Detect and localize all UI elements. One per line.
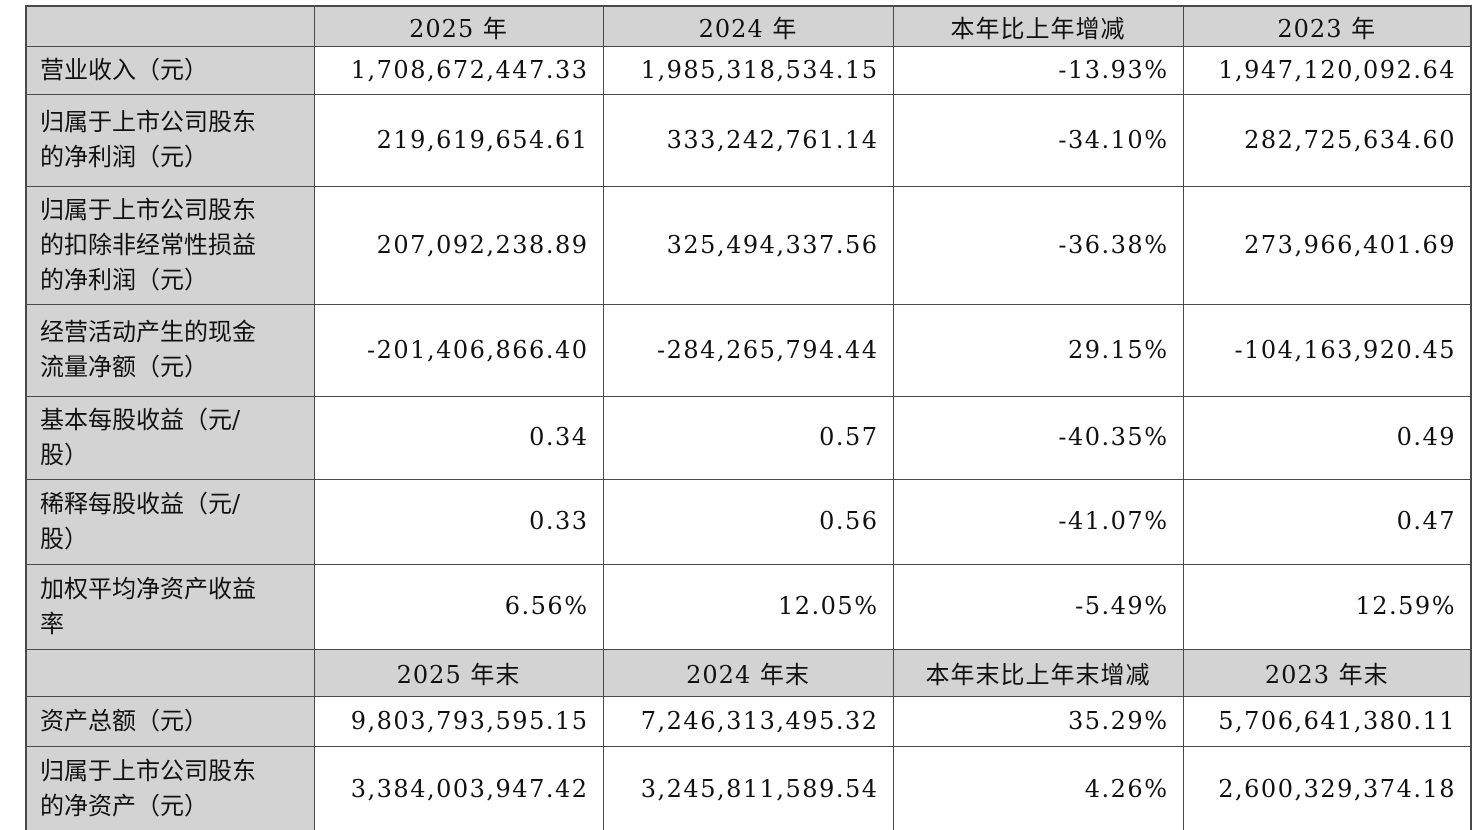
value-2025: 0.34 (313, 395, 604, 480)
header-2023-end: 2023 年末 (1182, 648, 1472, 697)
table-row-basic-eps: 基本每股收益（元/ 股） 0.34 0.57 -40.35% 0.49 (25, 395, 1472, 480)
header-yoy-change: 本年比上年增减 (892, 5, 1184, 47)
value-2025: 219,619,654.61 (313, 93, 604, 187)
table-row-operating-cash-flow: 经营活动产生的现金 流量净额（元） -201,406,866.40 -284,2… (25, 303, 1472, 397)
value-change: -41.07% (892, 478, 1184, 565)
value-2023: 5,706,641,380.11 (1182, 695, 1472, 747)
value-2024: 7,246,313,495.32 (602, 695, 894, 747)
table-row-net-profit: 归属于上市公司股东 的净利润（元） 219,619,654.61 333,242… (25, 93, 1472, 187)
header-2025: 2025 年 (313, 5, 604, 47)
financial-summary-table: 2025 年 2024 年 本年比上年增减 2023 年 营业收入（元） 1,7… (25, 5, 1472, 830)
value-change: -40.35% (892, 395, 1184, 480)
value-2023: 282,725,634.60 (1182, 93, 1472, 187)
row-label: 归属于上市公司股东 的净利润（元） (25, 93, 315, 187)
value-2023: 0.47 (1182, 478, 1472, 565)
row-label: 归属于上市公司股东 的净资产（元） (25, 745, 315, 830)
header-end-change: 本年末比上年末增减 (892, 648, 1184, 697)
table-row-net-assets: 归属于上市公司股东 的净资产（元） 3,384,003,947.42 3,245… (25, 745, 1472, 830)
header-2024-end: 2024 年末 (602, 648, 894, 697)
value-2023: -104,163,920.45 (1182, 303, 1472, 397)
row-label: 经营活动产生的现金 流量净额（元） (25, 303, 315, 397)
value-2024: 12.05% (602, 563, 894, 650)
value-change: -5.49% (892, 563, 1184, 650)
period-end-header-row: 2025 年末 2024 年末 本年末比上年末增减 2023 年末 (25, 648, 1472, 697)
row-label: 营业收入（元） (25, 45, 315, 95)
value-2025: 6.56% (313, 563, 604, 650)
table-row-operating-revenue: 营业收入（元） 1,708,672,447.33 1,985,318,534.1… (25, 45, 1472, 95)
value-2024: 3,245,811,589.54 (602, 745, 894, 830)
value-change: -36.38% (892, 185, 1184, 305)
header-2025-end: 2025 年末 (313, 648, 604, 697)
table-row-net-profit-excl-nonrecurring: 归属于上市公司股东 的扣除非经常性损益 的净利润（元） 207,092,238.… (25, 185, 1472, 305)
period-header-row: 2025 年 2024 年 本年比上年增减 2023 年 (25, 5, 1472, 47)
table-row-total-assets: 资产总额（元） 9,803,793,595.15 7,246,313,495.3… (25, 695, 1472, 747)
value-2023: 0.49 (1182, 395, 1472, 480)
value-2024: 0.57 (602, 395, 894, 480)
row-label: 归属于上市公司股东 的扣除非经常性损益 的净利润（元） (25, 185, 315, 305)
value-2025: 0.33 (313, 478, 604, 565)
value-2023: 273,966,401.69 (1182, 185, 1472, 305)
row-label: 资产总额（元） (25, 695, 315, 747)
value-2024: -284,265,794.44 (602, 303, 894, 397)
value-change: 29.15% (892, 303, 1184, 397)
blank-header-cell (25, 648, 315, 697)
value-2025: -201,406,866.40 (313, 303, 604, 397)
value-2024: 325,494,337.56 (602, 185, 894, 305)
blank-header-cell (25, 5, 315, 47)
value-change: -13.93% (892, 45, 1184, 95)
value-2024: 0.56 (602, 478, 894, 565)
value-change: 35.29% (892, 695, 1184, 747)
value-2024: 333,242,761.14 (602, 93, 894, 187)
row-label: 稀释每股收益（元/ 股） (25, 478, 315, 565)
value-2025: 3,384,003,947.42 (313, 745, 604, 830)
value-change: -34.10% (892, 93, 1184, 187)
value-2023: 1,947,120,092.64 (1182, 45, 1472, 95)
header-2024: 2024 年 (602, 5, 894, 47)
header-2023: 2023 年 (1182, 5, 1472, 47)
value-2024: 1,985,318,534.15 (602, 45, 894, 95)
value-2025: 207,092,238.89 (313, 185, 604, 305)
value-2023: 2,600,329,374.18 (1182, 745, 1472, 830)
value-2025: 9,803,793,595.15 (313, 695, 604, 747)
row-label: 基本每股收益（元/ 股） (25, 395, 315, 480)
value-change: 4.26% (892, 745, 1184, 830)
value-2025: 1,708,672,447.33 (313, 45, 604, 95)
value-2023: 12.59% (1182, 563, 1472, 650)
table-row-diluted-eps: 稀释每股收益（元/ 股） 0.33 0.56 -41.07% 0.47 (25, 478, 1472, 565)
row-label: 加权平均净资产收益 率 (25, 563, 315, 650)
table-row-weighted-avg-roe: 加权平均净资产收益 率 6.56% 12.05% -5.49% 12.59% (25, 563, 1472, 650)
